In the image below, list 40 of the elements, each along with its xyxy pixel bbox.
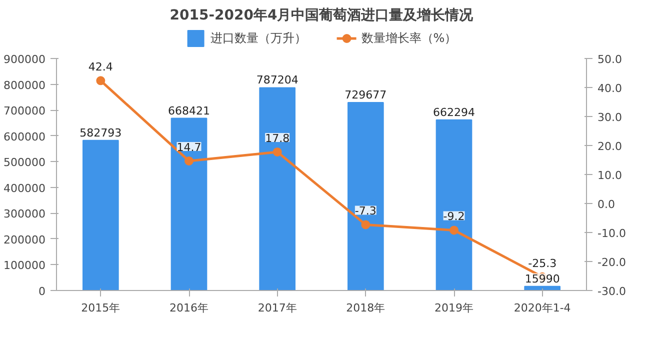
y-tick-label: 400000: [4, 182, 46, 195]
legend-label: 进口数量（万升）: [210, 30, 306, 46]
y-tick-label: 0: [38, 285, 46, 298]
data-label: 17.8: [265, 132, 290, 145]
y-tick-label: 100000: [4, 259, 46, 272]
data-label: 14.7: [176, 140, 202, 154]
y-tick-label: 500000: [4, 156, 46, 170]
x-tick-label: 2015年: [81, 302, 120, 314]
y-tick-label: 200000: [4, 233, 46, 246]
y2-tick-label: -10.0: [598, 227, 626, 240]
x-tick-label: 2018年: [346, 302, 386, 314]
x-tick-label: 2020年1-4: [514, 302, 571, 314]
y-tick-label: 700000: [4, 104, 46, 118]
y2-tick-label: 40.0: [598, 82, 622, 96]
data-label: -7.3: [354, 204, 376, 218]
y-tick-label: 600000: [4, 130, 46, 144]
x-tick-label: 2019年: [434, 302, 474, 314]
data-label: 15990: [524, 272, 560, 286]
chart-title: 2015-2020年4月中国葡萄酒进口量及增长情况: [170, 8, 474, 24]
y2-tick-label: 50.0: [598, 53, 622, 66]
y2-tick-label: 20.0: [598, 140, 622, 154]
y2-tick-label: 30.0: [598, 111, 622, 124]
data-label: 582793: [80, 126, 122, 140]
data-label: 662294: [433, 106, 476, 119]
y2-tick-label: 0.0: [598, 198, 615, 212]
data-label: -25.3: [528, 256, 557, 270]
data-label: 42.4: [88, 60, 113, 74]
data-label: -9.2: [443, 210, 465, 224]
legend-label: 数量增长率（%）: [361, 30, 457, 46]
y2-tick-label: -20.0: [598, 256, 626, 270]
x-tick-label: 2017年: [258, 302, 297, 314]
y2-tick-label: 10.0: [598, 169, 622, 182]
y-tick-label: 300000: [4, 208, 46, 221]
x-tick-label: 2016年: [170, 302, 209, 314]
data-label: 668421: [168, 104, 210, 118]
y-tick-label: 800000: [4, 78, 46, 92]
data-label: 729677: [344, 88, 387, 102]
data-label: 787204: [256, 74, 298, 87]
y2-tick-label: -30.0: [598, 285, 626, 298]
y-tick-label: 900000: [4, 53, 46, 66]
